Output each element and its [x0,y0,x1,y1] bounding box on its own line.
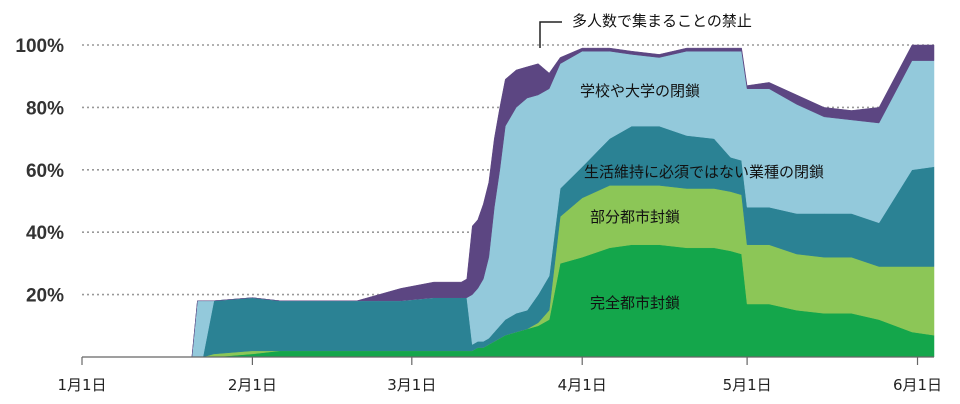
x-tick-label: 6月1日 [893,376,942,394]
x-axis: 1月1日 2月1日 3月1日 4月1日 5月1日 6月1日 [57,356,942,394]
y-tick-label: 40% [26,223,64,244]
y-tick-label: 100% [15,36,64,57]
y-tick-label: 60% [26,161,64,182]
x-tick-label: 1月1日 [57,376,106,394]
annotation-leader-line [539,21,562,48]
y-tick-label: 20% [26,286,64,307]
y-axis: 20% 40% 60% 80% 100% [15,36,64,307]
annotation-nonessential-closure: 生活維持に必須ではない業種の閉鎖 [584,163,824,181]
annotation-full-lockdown: 完全都市封鎖 [590,294,680,312]
x-tick-label: 5月1日 [723,376,772,394]
area-series-4 [82,44,935,358]
x-tick-label: 4月1日 [558,376,607,394]
area-series [82,44,935,358]
annotation-gathering-ban: 多人数で集まることの禁止 [572,12,752,30]
series-annotations: 多人数で集まることの禁止 学校や大学の閉鎖 生活維持に必須ではない業種の閉鎖 部… [539,12,824,312]
x-tick-label: 3月1日 [387,376,436,394]
y-tick-label: 80% [26,98,64,119]
annotation-school-closure: 学校や大学の閉鎖 [580,82,700,100]
x-tick-label: 2月1日 [228,376,277,394]
annotation-partial-lockdown: 部分都市封鎖 [590,208,680,226]
